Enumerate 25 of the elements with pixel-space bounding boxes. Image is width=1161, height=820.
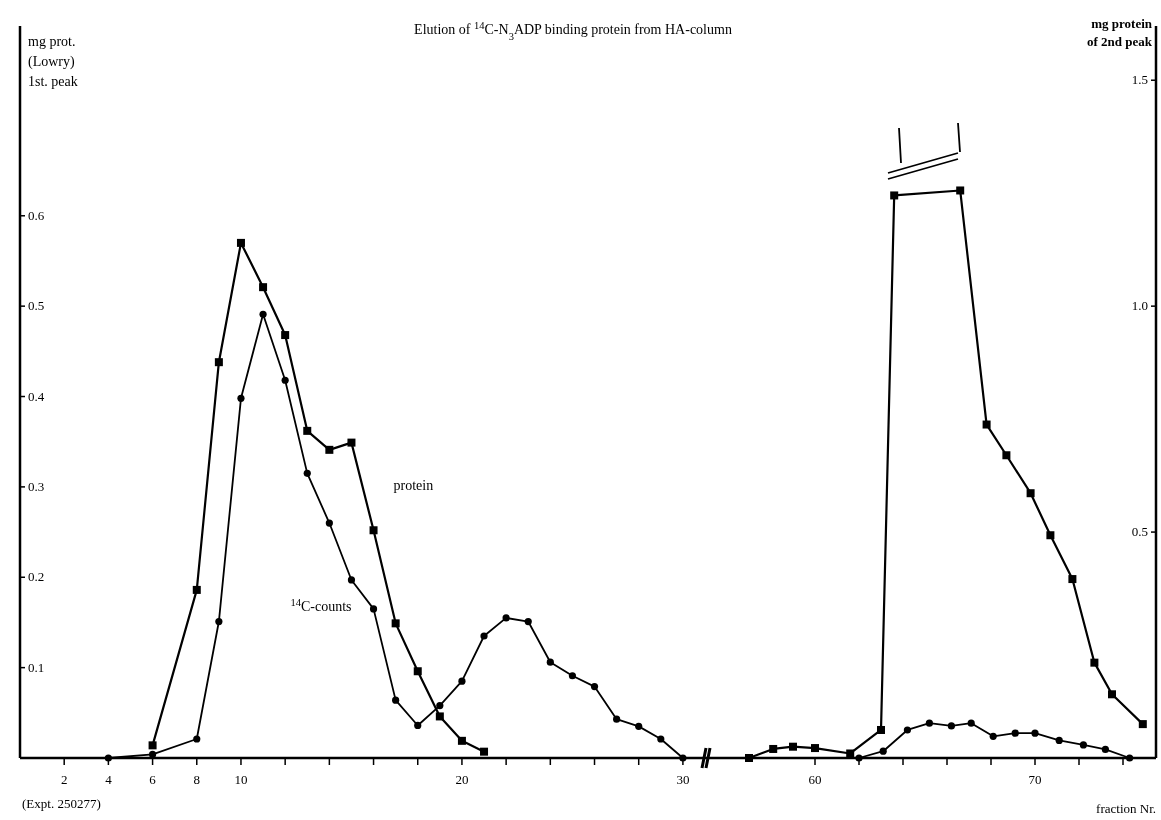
y2-tick-label: 0.5 bbox=[1131, 524, 1148, 540]
chart-title: Elution of $^{14}$C-N$_{3}$ADP binding protein from HA-column bbox=[414, 19, 732, 42]
x-tick-label: 8 bbox=[193, 772, 201, 787]
x-tick-label: 4 bbox=[105, 772, 113, 787]
y-tick-label: 0.3 bbox=[28, 478, 45, 494]
x-tick-label: 6 bbox=[149, 772, 157, 787]
y2-axis-title: mg protein of 2nd peak bbox=[1086, 16, 1153, 49]
series-label: $^{14}$C-counts bbox=[290, 596, 352, 614]
x-tick-label: 20 bbox=[455, 772, 469, 787]
text: protein bbox=[393, 478, 434, 494]
text: (Expt. 250277) bbox=[22, 796, 101, 811]
x-axis-title: fraction Nr. bbox=[1096, 801, 1156, 816]
x-tick-label: 70 bbox=[1028, 772, 1042, 787]
y-tick-label: 0.6 bbox=[28, 207, 45, 223]
y2-tick-label: 1.5 bbox=[1131, 72, 1148, 88]
x-tick-label: 30 bbox=[676, 772, 690, 787]
x-tick-label: 10 bbox=[234, 772, 248, 787]
y-tick-label: 0.2 bbox=[28, 569, 45, 585]
y-tick-label: 0.4 bbox=[28, 388, 45, 404]
x-tick-label: 2 bbox=[60, 772, 68, 787]
y-axis-title: mg prot. (Lowry) 1st. peak bbox=[28, 34, 78, 89]
y-tick-label: 0.5 bbox=[28, 298, 45, 314]
y2-tick-label: 1.0 bbox=[1131, 298, 1148, 314]
x-tick-label: 60 bbox=[808, 772, 822, 787]
y-tick-label: 0.1 bbox=[28, 659, 45, 675]
